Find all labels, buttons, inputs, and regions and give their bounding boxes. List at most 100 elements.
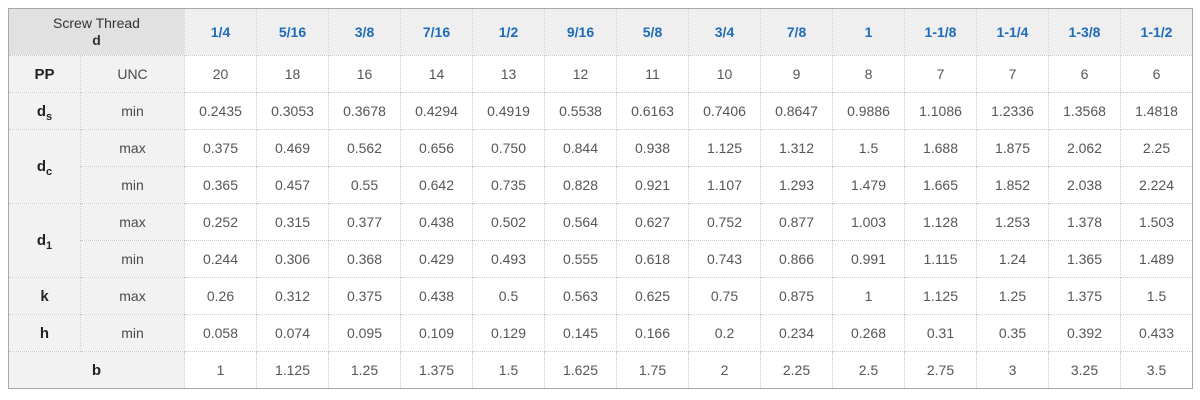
value-cell: 0.469 — [256, 129, 329, 167]
value-cell: 0.058 — [184, 314, 257, 352]
row-qualifier: max — [80, 203, 185, 241]
value-cell: 0.377 — [328, 203, 401, 241]
value-cell: 0.562 — [328, 129, 401, 167]
table-row: min 0.244 0.306 0.368 0.429 0.493 0.555 0.618 0.… — [9, 240, 1193, 278]
column-header-size: 1-1/2 — [1120, 8, 1193, 56]
value-cell: 1.115 — [904, 240, 977, 278]
value-cell: 1.5 — [832, 129, 905, 167]
row-qualifier: min — [80, 92, 185, 130]
row-label: d1 — [8, 203, 81, 278]
value-cell: 1.875 — [976, 129, 1049, 167]
value-cell: 0.244 — [184, 240, 257, 278]
row-label-text: d — [36, 102, 47, 120]
column-header-size: 3/8 — [328, 8, 401, 56]
value-cell: 0.315 — [256, 203, 329, 241]
value-cell: 0.457 — [256, 166, 329, 204]
value-cell: 0.438 — [400, 277, 473, 315]
row-qualifier: min — [80, 314, 185, 352]
value-cell: 7 — [904, 55, 977, 93]
value-cell: 0.4919 — [472, 92, 545, 130]
value-cell: 0.7406 — [688, 92, 761, 130]
table-row: d1 max 0.252 0.315 0.377 0.438 0.502 0.564 0.627… — [8, 203, 1193, 278]
value-cell: 0.2 — [688, 314, 761, 352]
value-cell: 1.365 — [1048, 240, 1121, 278]
value-cell: 1.2336 — [976, 92, 1049, 130]
value-cell: 16 — [328, 55, 401, 93]
value-cell: 0.55 — [328, 166, 401, 204]
thread-symbol-d-label: d — [92, 32, 101, 48]
value-cell: 0.866 — [760, 240, 833, 278]
column-header-size: 1-1/8 — [904, 8, 977, 56]
row-label: PP — [8, 55, 81, 93]
column-header-size: 1-3/8 — [1048, 8, 1121, 56]
value-cell: 0.877 — [760, 203, 833, 241]
value-cell: 1.503 — [1120, 203, 1193, 241]
value-cell: 2.5 — [832, 351, 905, 389]
value-cell: 1.312 — [760, 129, 833, 167]
table-row: k max 0.26 0.312 0.375 0.438 0.5 0.563 0.625 0.75… — [8, 277, 1193, 315]
screw-thread-header-cell: Screw Thread d — [8, 8, 185, 56]
value-cell: 18 — [256, 55, 329, 93]
value-cell: 0.750 — [472, 129, 545, 167]
value-cell: 0.921 — [616, 166, 689, 204]
row-label-text: PP — [34, 65, 55, 83]
value-cell: 0.627 — [616, 203, 689, 241]
table-row: dc max 0.375 0.469 0.562 0.656 0.750 0.844 0.938… — [8, 129, 1193, 204]
value-cell: 0.095 — [328, 314, 401, 352]
value-cell: 3 — [976, 351, 1049, 389]
row-qualifier: min — [80, 240, 185, 278]
value-cell: 0.3678 — [328, 92, 401, 130]
value-cell: 0.074 — [256, 314, 329, 352]
value-cell: 1.003 — [832, 203, 905, 241]
value-cell: 1.375 — [400, 351, 473, 389]
value-cell: 3.5 — [1120, 351, 1193, 389]
table-row: ds min 0.2435 0.3053 0.3678 0.4294 0.4919 0.553… — [8, 92, 1193, 130]
value-cell: 1.489 — [1120, 240, 1193, 278]
value-cell: 0.618 — [616, 240, 689, 278]
value-cell: 0.625 — [616, 277, 689, 315]
row-label: k — [8, 277, 81, 315]
value-cell: 0.493 — [472, 240, 545, 278]
value-cell: 1.253 — [976, 203, 1049, 241]
value-cell: 0.312 — [256, 277, 329, 315]
value-cell: 1.107 — [688, 166, 761, 204]
column-header-size: 1 — [832, 8, 905, 56]
value-cell: 1 — [184, 351, 257, 389]
value-cell: 0.752 — [688, 203, 761, 241]
value-cell: 1.75 — [616, 351, 689, 389]
value-cell: 0.26 — [184, 277, 257, 315]
value-cell: 0.502 — [472, 203, 545, 241]
value-cell: 0.656 — [400, 129, 473, 167]
value-cell: 0.392 — [1048, 314, 1121, 352]
value-cell: 6 — [1120, 55, 1193, 93]
value-cell: 8 — [832, 55, 905, 93]
value-cell: 0.145 — [544, 314, 617, 352]
value-cell: 1.378 — [1048, 203, 1121, 241]
value-cell: 1.293 — [760, 166, 833, 204]
screw-thread-label: Screw Thread — [53, 15, 140, 31]
row-label-text: b — [91, 361, 102, 379]
value-cell: 0.4294 — [400, 92, 473, 130]
value-cell: 0.368 — [328, 240, 401, 278]
value-cell: 0.991 — [832, 240, 905, 278]
value-cell: 1.128 — [904, 203, 977, 241]
value-cell: 14 — [400, 55, 473, 93]
value-cell: 2.75 — [904, 351, 977, 389]
value-cell: 11 — [616, 55, 689, 93]
value-cell: 0.5538 — [544, 92, 617, 130]
value-cell: 1.125 — [904, 277, 977, 315]
value-cell: 1.1086 — [904, 92, 977, 130]
value-cell: 0.268 — [832, 314, 905, 352]
value-cell: 0.234 — [760, 314, 833, 352]
value-cell: 0.844 — [544, 129, 617, 167]
value-cell: 0.31 — [904, 314, 977, 352]
value-cell: 2.062 — [1048, 129, 1121, 167]
value-cell: 1.25 — [328, 351, 401, 389]
header-row: Screw Thread d 1/4 5/16 3/8 7/16 1/2 9/16 5/8 3… — [8, 8, 1193, 56]
value-cell: 1.4818 — [1120, 92, 1193, 130]
value-cell: 0.375 — [184, 129, 257, 167]
value-cell: 20 — [184, 55, 257, 93]
value-cell: 0.166 — [616, 314, 689, 352]
value-cell: 0.35 — [976, 314, 1049, 352]
value-cell: 0.429 — [400, 240, 473, 278]
